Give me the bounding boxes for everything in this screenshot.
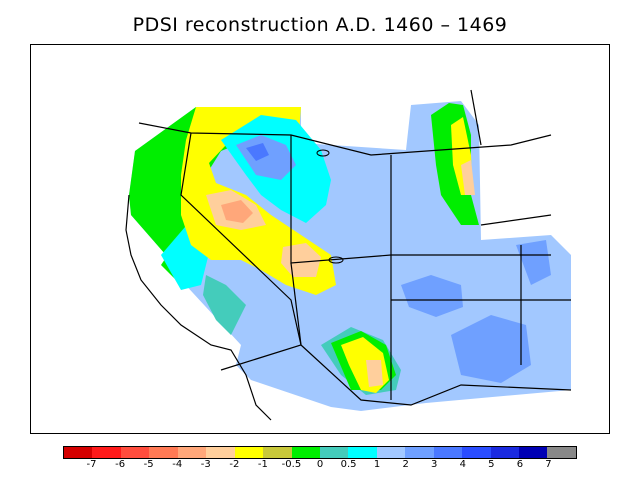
- legend-label: -6: [115, 459, 126, 470]
- pdsi-field-dry-orange: [221, 200, 253, 223]
- legend-label: -3: [200, 459, 211, 470]
- lake-mark: [328, 256, 344, 264]
- legend-swatch: [149, 447, 178, 458]
- legend-swatch: [234, 447, 264, 458]
- pdsi-field-north-darkblue: [246, 143, 269, 161]
- legend-swatch: [462, 447, 491, 458]
- legend-swatch: [405, 447, 434, 458]
- legend-swatch: [547, 447, 576, 458]
- pdsi-field-ne-peach: [461, 160, 475, 195]
- legend-label: -4: [172, 459, 183, 470]
- map-title: PDSI reconstruction A.D. 1460 – 1469: [132, 14, 508, 36]
- legend-swatch: [64, 447, 93, 458]
- pdsi-field-se-peach: [366, 360, 383, 387]
- pdsi-field-north-blue: [236, 135, 296, 180]
- legend-label: 0: [316, 459, 324, 470]
- legend-swatch: [319, 447, 349, 458]
- legend-label: 4: [459, 459, 466, 470]
- coastline: [125, 194, 272, 421]
- legend-label: -5: [143, 459, 154, 470]
- legend-swatch: [348, 447, 377, 458]
- pdsi-field-south-blue: [451, 315, 531, 383]
- legend-label: -2: [229, 459, 240, 470]
- legend-label: 5: [488, 459, 495, 470]
- legend-label: -7: [86, 459, 97, 470]
- legend-swatch: [433, 447, 463, 458]
- pdsi-field-center-blue: [401, 275, 463, 317]
- legend-label: 7: [545, 459, 552, 470]
- legend-swatch: [376, 447, 406, 458]
- legend-swatch: [177, 447, 207, 458]
- pdsi-field-east-blue: [516, 240, 551, 285]
- legend-label: -1: [257, 459, 268, 470]
- legend-colorbar: [63, 446, 577, 459]
- legend-swatch: [206, 447, 235, 458]
- map-frame: [30, 44, 610, 434]
- pdsi-field-west-teal: [203, 275, 246, 335]
- pdsi-field-west-green: [129, 107, 301, 285]
- legend-label: 3: [431, 459, 438, 470]
- legend-label: 6: [516, 459, 524, 470]
- legend-swatch: [92, 447, 121, 458]
- legend-swatch: [291, 447, 320, 458]
- legend-labels: -7 -6 -5 -4 -3 -2 -1 -0.5 0 0.5 1 2 3 4 5 6 7: [63, 459, 577, 473]
- great-salt-lake: [316, 149, 330, 157]
- state-boundaries: [138, 89, 572, 406]
- pdsi-map: [125, 89, 572, 421]
- legend-swatch: [519, 447, 548, 458]
- legend-label: 1: [373, 459, 381, 470]
- legend-swatch: [120, 447, 150, 458]
- legend-swatch: [490, 447, 519, 458]
- legend-swatch: [263, 447, 292, 458]
- legend-label: -0.5: [281, 459, 302, 470]
- legend-label: 0.5: [340, 459, 357, 470]
- legend-label: 2: [402, 459, 409, 470]
